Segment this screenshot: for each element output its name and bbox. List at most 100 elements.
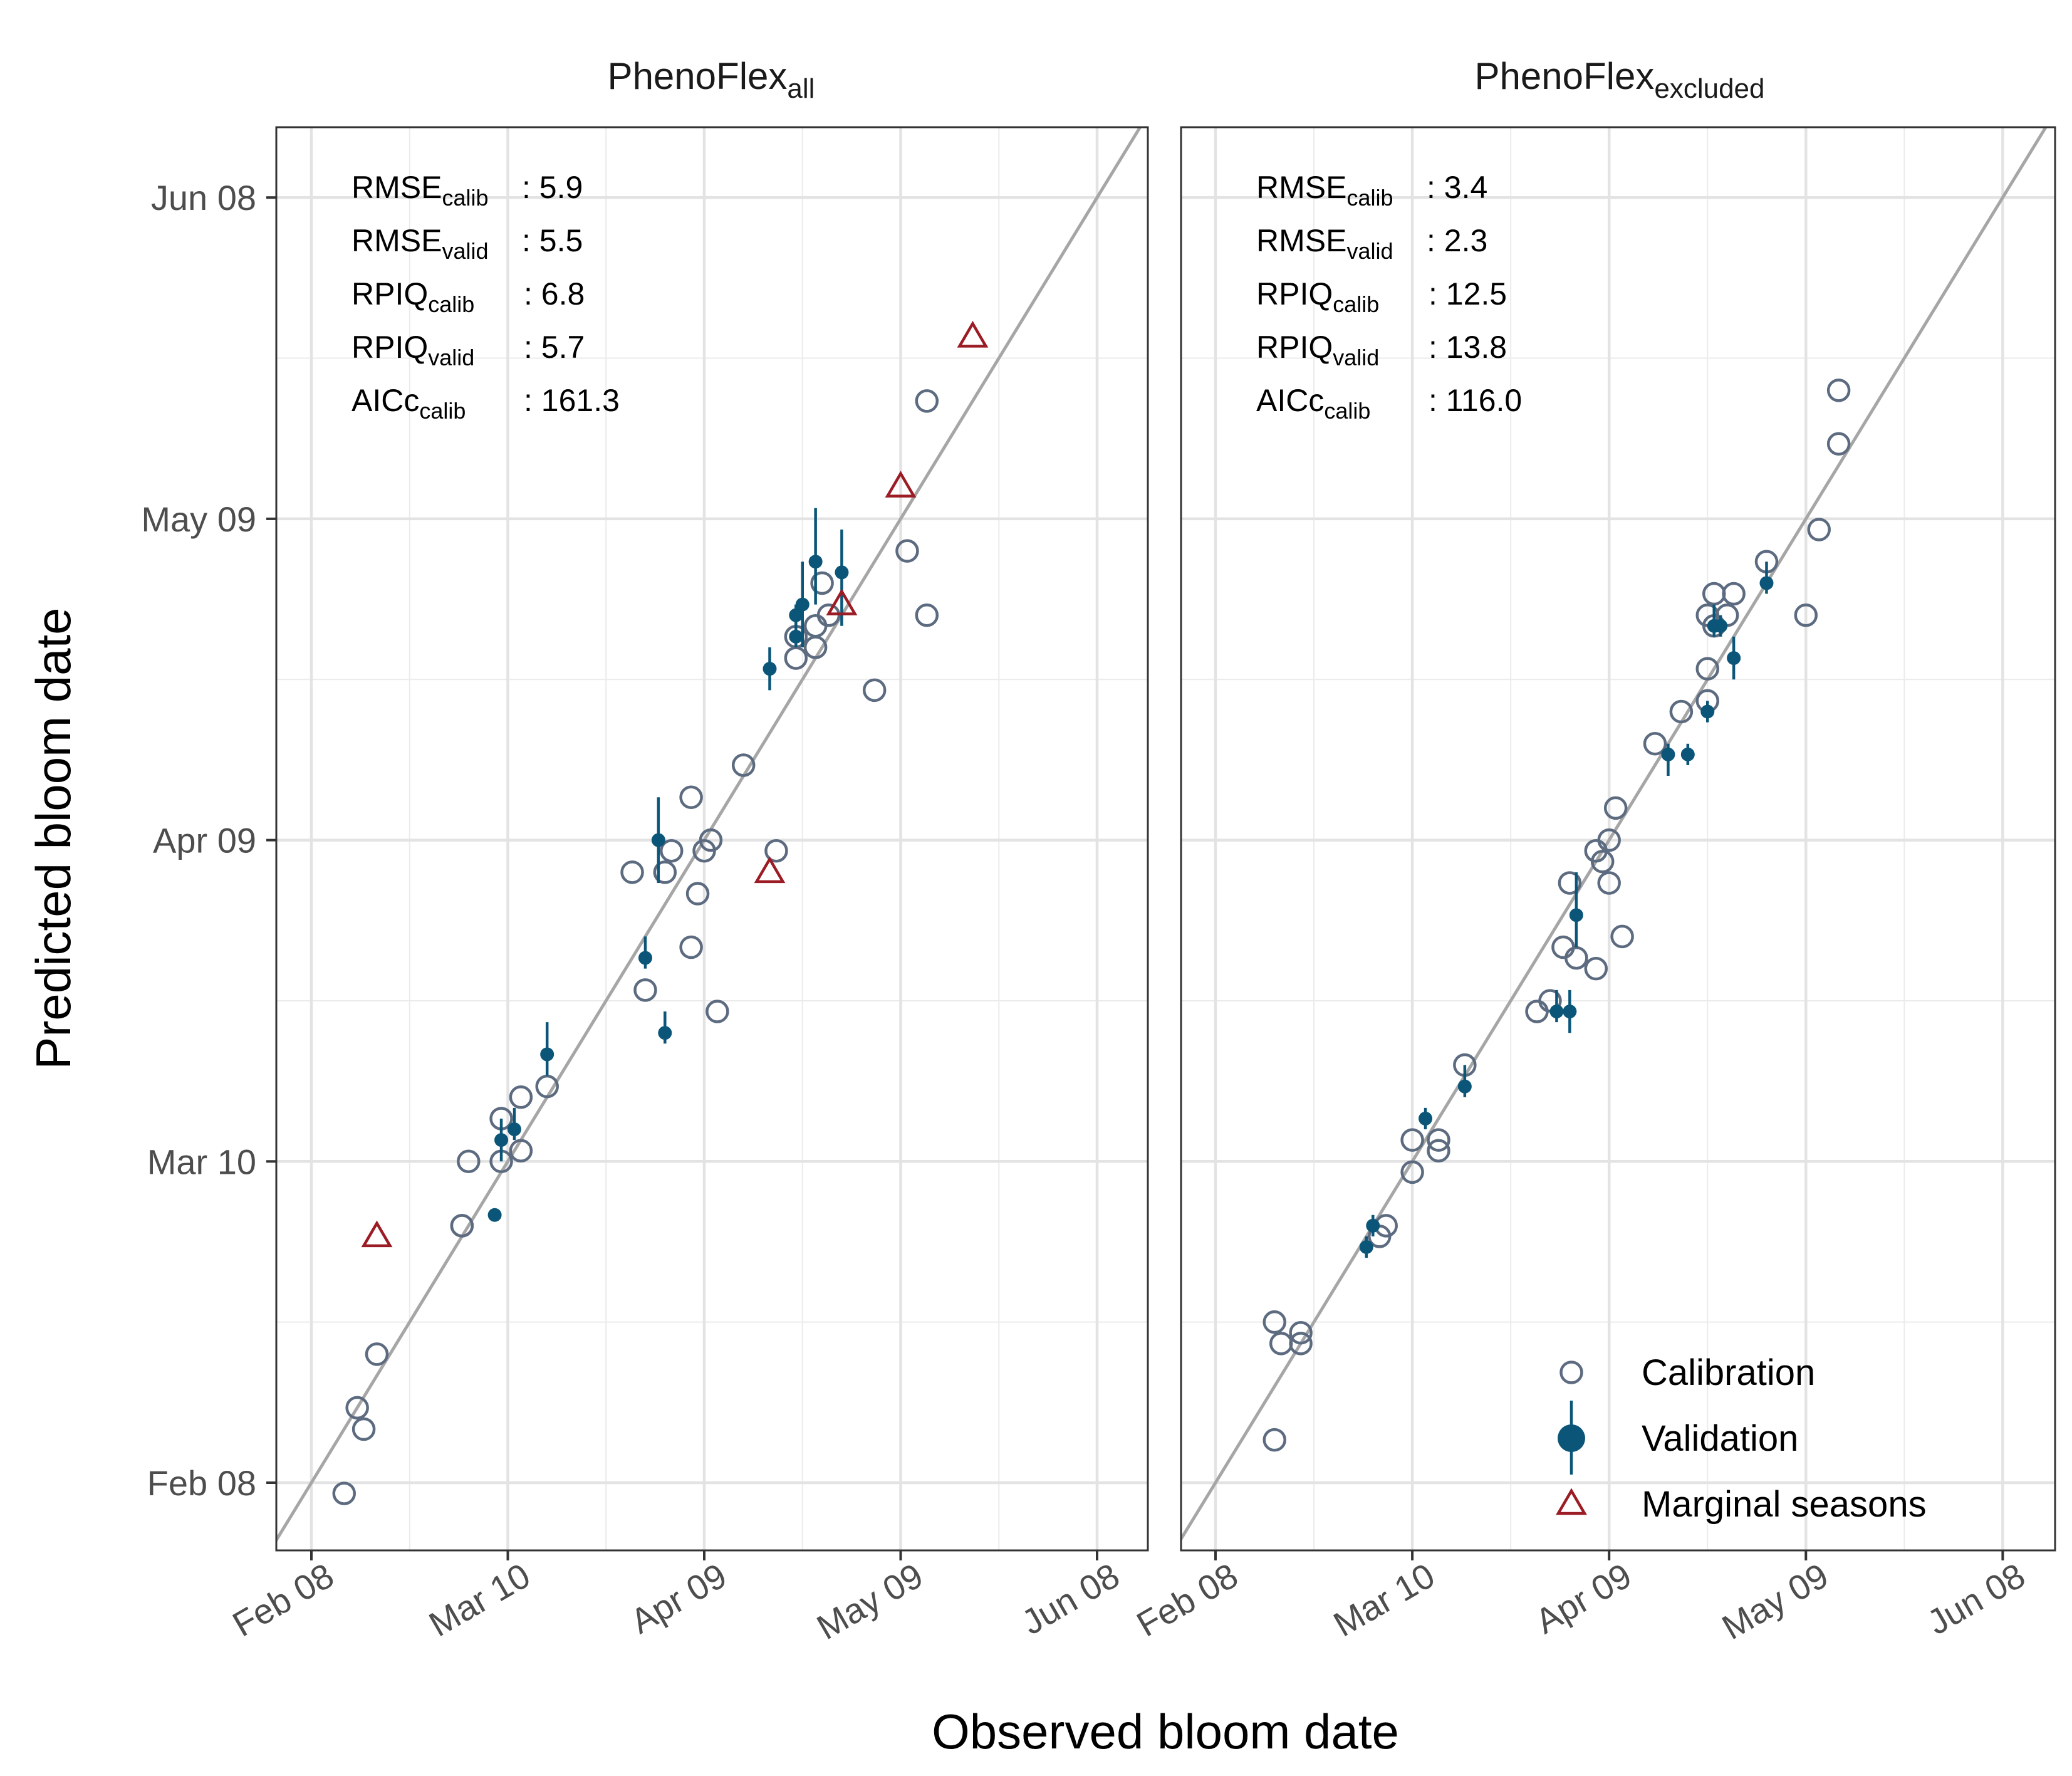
calibration-point	[1590, 850, 1615, 874]
stat-value: : 2.3	[1427, 223, 1487, 258]
stat-label: RMSEcalib	[1256, 170, 1393, 211]
calibration-point	[862, 678, 887, 703]
validation-point	[658, 1026, 672, 1040]
validation-point	[494, 1133, 509, 1147]
stat-label: RMSEvalid	[351, 223, 489, 264]
stat-value: : 5.9	[522, 170, 583, 205]
stat-name: RMSE	[1256, 223, 1346, 258]
stat-subscript: calib	[442, 185, 488, 211]
validation-point	[1714, 619, 1728, 633]
validation-point	[651, 833, 665, 847]
calibration-point	[1564, 946, 1588, 970]
reference-line-1to1	[1181, 127, 2048, 1542]
validation-point	[1661, 747, 1675, 761]
marginal-season-point	[957, 320, 989, 348]
calibration-point	[1289, 1320, 1313, 1345]
validation-point	[1419, 1111, 1433, 1126]
stat-subscript: calib	[1324, 398, 1370, 424]
calibration-point	[1826, 379, 1851, 402]
panel-border-excluded	[1180, 126, 2056, 1552]
calibration-point	[679, 785, 703, 809]
stat-subscript: valid	[1346, 238, 1393, 264]
validation-point	[835, 565, 849, 580]
legend-key-calibration	[1559, 1361, 1583, 1384]
validation-point	[1569, 908, 1583, 922]
calibration-point	[1603, 796, 1628, 820]
marginal-season-point	[361, 1220, 393, 1248]
stat-label: RPIQvalid	[1256, 330, 1379, 370]
calibration-point	[764, 838, 788, 863]
calibration-point	[1597, 828, 1621, 852]
validation-point	[1727, 651, 1741, 666]
calibration-point	[509, 1085, 533, 1109]
calibration-point	[1427, 1139, 1450, 1162]
calibration-point	[345, 1396, 369, 1420]
stat-name: RMSE	[351, 170, 442, 205]
legend-key-marginal	[1556, 1488, 1587, 1515]
stat-value: : 5.5	[522, 223, 583, 258]
stat-subscript: valid	[1333, 345, 1379, 370]
calibration-point	[535, 1074, 559, 1099]
calibration-point	[620, 860, 644, 884]
calibration-point	[1558, 871, 1582, 895]
reference-line-group-excluded	[1181, 127, 2048, 1542]
validation-point	[1366, 1218, 1380, 1233]
calibration-point	[633, 978, 657, 1002]
marginal-season-point	[826, 588, 858, 615]
calibration-point	[1597, 871, 1621, 895]
y-tick-label: Feb 08	[147, 1463, 256, 1503]
calibration-point	[915, 603, 939, 627]
calibration-point	[1794, 603, 1818, 627]
calibration-point	[457, 1149, 481, 1174]
calibration-point	[1610, 924, 1634, 949]
panel-title-main: PhenoFlex	[1475, 55, 1655, 97]
y-tick-label: Jun 08	[151, 178, 256, 217]
validation-point	[1700, 704, 1715, 719]
stat-subscript: calib	[428, 291, 474, 317]
legend: Calibration Validation Marginal seasons	[1556, 1352, 1927, 1525]
calibration-point	[1400, 1160, 1424, 1184]
calibration-point	[1807, 518, 1831, 541]
validation-point	[1680, 747, 1695, 761]
calibration-point	[679, 935, 703, 959]
stat-name: RPIQ	[1256, 276, 1333, 311]
calibration-point	[1643, 732, 1667, 756]
stat-label: RMSEcalib	[351, 170, 489, 211]
stat-subscript: calib	[1346, 185, 1393, 211]
calibration-point	[1262, 1428, 1286, 1452]
stat-name: AICc	[351, 383, 419, 418]
stat-name: AICc	[1256, 383, 1324, 418]
calibration-point	[351, 1417, 376, 1441]
validation-point	[763, 662, 777, 676]
stat-label: RPIQcalib	[351, 276, 474, 317]
stat-name: RPIQ	[1256, 330, 1333, 365]
stat-label: RMSEvalid	[1256, 223, 1393, 264]
stat-value: : 161.3	[524, 383, 620, 418]
calibration-point	[1826, 432, 1851, 456]
validation-point	[487, 1208, 502, 1222]
calibration-point	[1695, 657, 1719, 681]
stat-subscript: calib	[1333, 291, 1379, 317]
validation-point	[1359, 1240, 1373, 1255]
stat-label: RPIQcalib	[1256, 276, 1379, 317]
y-tick-label: Apr 09	[153, 821, 256, 860]
calibration-point	[810, 571, 834, 595]
stat-name: RMSE	[1256, 170, 1346, 205]
validation-point	[789, 608, 803, 622]
legend-label: Validation	[1642, 1418, 1798, 1459]
stat-value: : 5.7	[524, 330, 585, 365]
calibration-point	[895, 539, 919, 563]
calibration-point	[1262, 1310, 1286, 1334]
stat-subscript: valid	[442, 238, 488, 264]
panel-excluded: PhenoFlexexcluded RMSEcalib: 3.4RMSEvali…	[1130, 55, 2056, 1647]
validation-point	[1563, 1005, 1577, 1019]
validation-point	[808, 555, 823, 569]
panel-title-all: PhenoFlexall	[608, 55, 815, 104]
y-tick-label: May 09	[141, 499, 256, 539]
y-tick-label: Mar 10	[147, 1142, 256, 1181]
calibration-point	[365, 1342, 389, 1366]
stat-subscript: calib	[419, 398, 466, 424]
